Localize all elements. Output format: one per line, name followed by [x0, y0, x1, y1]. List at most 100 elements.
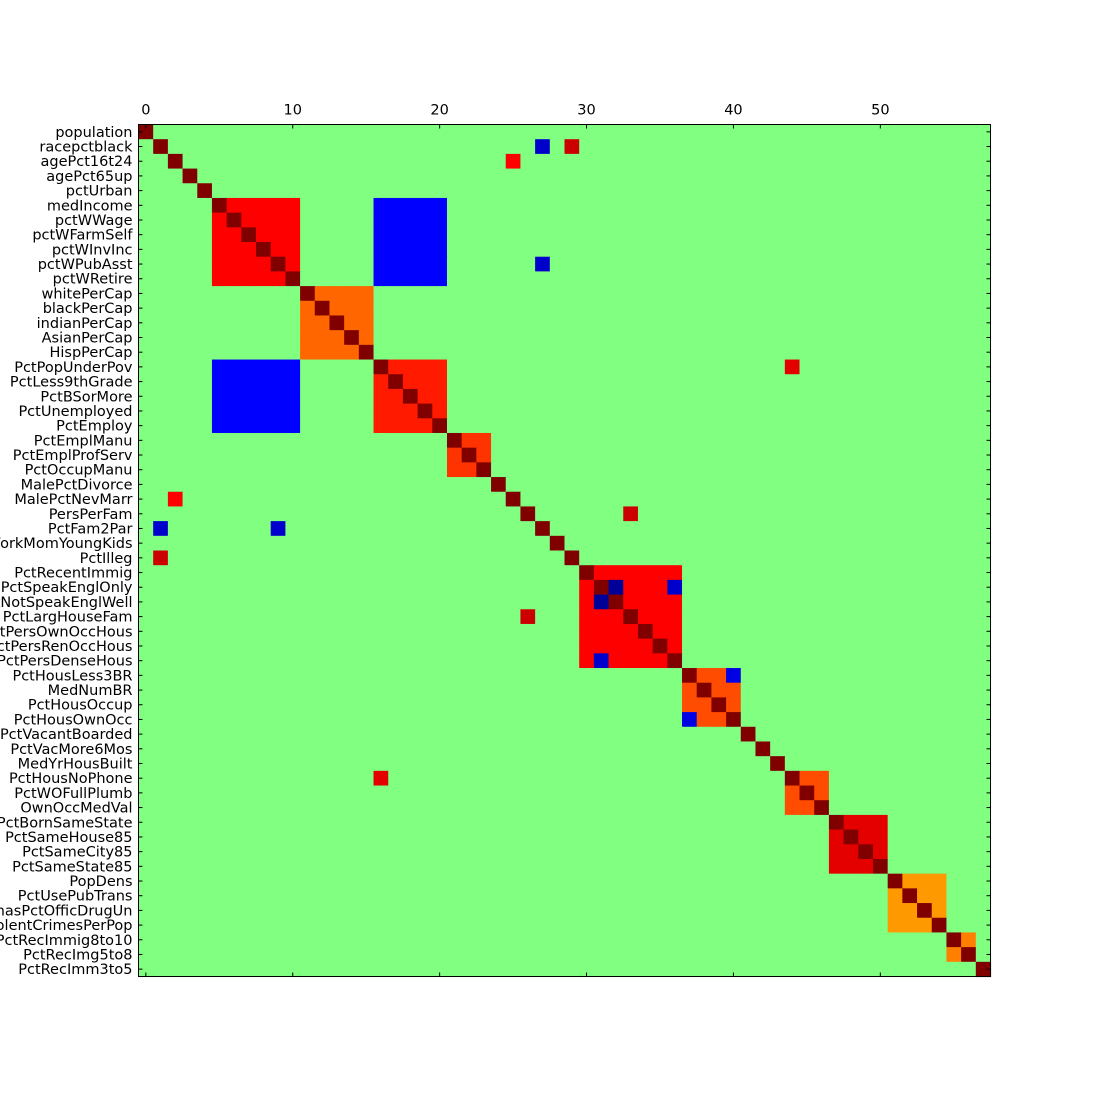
heatmap-cell — [682, 594, 698, 610]
heatmap-cell — [182, 550, 198, 566]
heatmap-cell — [799, 800, 815, 816]
heatmap-cell — [182, 623, 198, 640]
heatmap-cell — [961, 770, 977, 787]
heatmap-cell — [740, 418, 757, 434]
heatmap-cell — [608, 550, 624, 566]
heatmap-cell — [593, 183, 610, 199]
heatmap-cell — [358, 829, 375, 845]
heatmap-cell — [564, 491, 580, 508]
heatmap-cell — [887, 286, 903, 302]
heatmap-cell — [667, 359, 683, 375]
heatmap-cell — [226, 726, 242, 743]
heatmap-cell — [696, 197, 712, 214]
heatmap-cell — [652, 800, 668, 816]
heatmap-cell — [211, 227, 228, 243]
heatmap-cell — [344, 227, 360, 243]
heatmap-cell — [373, 947, 389, 963]
heatmap-cell — [256, 653, 272, 669]
heatmap-cell — [828, 579, 845, 596]
heatmap-cell — [682, 932, 698, 948]
heatmap-cell — [667, 756, 683, 772]
heatmap-cell — [491, 800, 507, 816]
heatmap-cell — [329, 315, 345, 331]
heatmap-cell — [491, 785, 507, 801]
heatmap-cell — [138, 609, 154, 625]
heatmap-cell — [520, 932, 536, 948]
heatmap-cell — [417, 315, 433, 331]
heatmap-cell — [211, 653, 228, 669]
heatmap-cell — [402, 432, 419, 449]
heatmap-cell — [153, 682, 169, 698]
heatmap-cell — [946, 491, 962, 508]
heatmap-cell — [917, 844, 933, 860]
heatmap-cell — [828, 712, 845, 728]
heatmap-cell — [637, 168, 654, 184]
heatmap-cell — [946, 726, 962, 743]
heatmap-cell — [872, 594, 889, 610]
heatmap-cell — [446, 432, 463, 449]
heatmap-cell — [946, 183, 962, 199]
heatmap-cell — [726, 197, 742, 214]
heatmap-cell — [535, 668, 551, 684]
heatmap-cell — [755, 124, 771, 140]
heatmap-cell — [887, 418, 903, 434]
heatmap-cell — [153, 491, 169, 508]
heatmap-cell — [975, 844, 992, 860]
heatmap-cell — [770, 594, 786, 610]
heatmap-cell — [887, 668, 903, 684]
heatmap-cell — [784, 712, 801, 728]
heatmap-cell — [872, 800, 889, 816]
heatmap-cell — [946, 579, 962, 596]
heatmap-cell — [226, 242, 242, 258]
heatmap-cell — [549, 477, 566, 493]
heatmap-cell — [608, 668, 624, 684]
heatmap-cell — [417, 565, 433, 581]
heatmap-cell — [432, 432, 448, 449]
heatmap-cell — [579, 858, 595, 875]
heatmap-cell — [770, 682, 786, 698]
heatmap-cell — [358, 521, 375, 537]
heatmap-cell — [153, 565, 169, 581]
heatmap-cell — [549, 888, 566, 904]
heatmap-cell — [197, 521, 213, 537]
heatmap-cell — [182, 477, 198, 493]
heatmap-cell — [711, 565, 727, 581]
heatmap-cell — [505, 491, 522, 508]
heatmap-cell — [344, 374, 360, 390]
heatmap-cell — [461, 256, 477, 272]
heatmap-cell — [505, 594, 522, 610]
heatmap-cell — [358, 550, 375, 566]
heatmap-cell — [167, 271, 184, 287]
heatmap-cell — [946, 829, 962, 845]
y-tick-label: MedYrHousBuilt — [18, 757, 133, 773]
heatmap-cell — [432, 800, 448, 816]
heatmap-cell — [887, 212, 903, 228]
heatmap-cell — [887, 403, 903, 419]
heatmap-cell — [182, 697, 198, 713]
heatmap-cell — [241, 168, 257, 184]
heatmap-cell — [711, 785, 727, 801]
heatmap-cell — [696, 726, 712, 743]
heatmap-cell — [784, 594, 801, 610]
heatmap-cell — [402, 756, 419, 772]
heatmap-cell — [682, 330, 698, 346]
heatmap-cell — [931, 873, 948, 889]
heatmap-cell — [961, 623, 977, 640]
heatmap-cell — [300, 697, 316, 713]
heatmap-cell — [872, 961, 889, 978]
heatmap-cell — [491, 447, 507, 463]
heatmap-cell — [814, 286, 830, 302]
heatmap-cell — [917, 300, 933, 317]
heatmap-cell — [755, 183, 771, 199]
heatmap-cell — [358, 168, 375, 184]
heatmap-cell — [740, 903, 757, 919]
heatmap-cell — [314, 388, 331, 405]
heatmap-cell — [961, 550, 977, 566]
heatmap-cell — [931, 197, 948, 214]
heatmap-cell — [975, 462, 992, 478]
heatmap-cell — [388, 242, 404, 258]
heatmap-cell — [784, 697, 801, 713]
heatmap-cell — [358, 506, 375, 522]
heatmap-cell — [505, 623, 522, 640]
heatmap-cell — [828, 638, 845, 654]
